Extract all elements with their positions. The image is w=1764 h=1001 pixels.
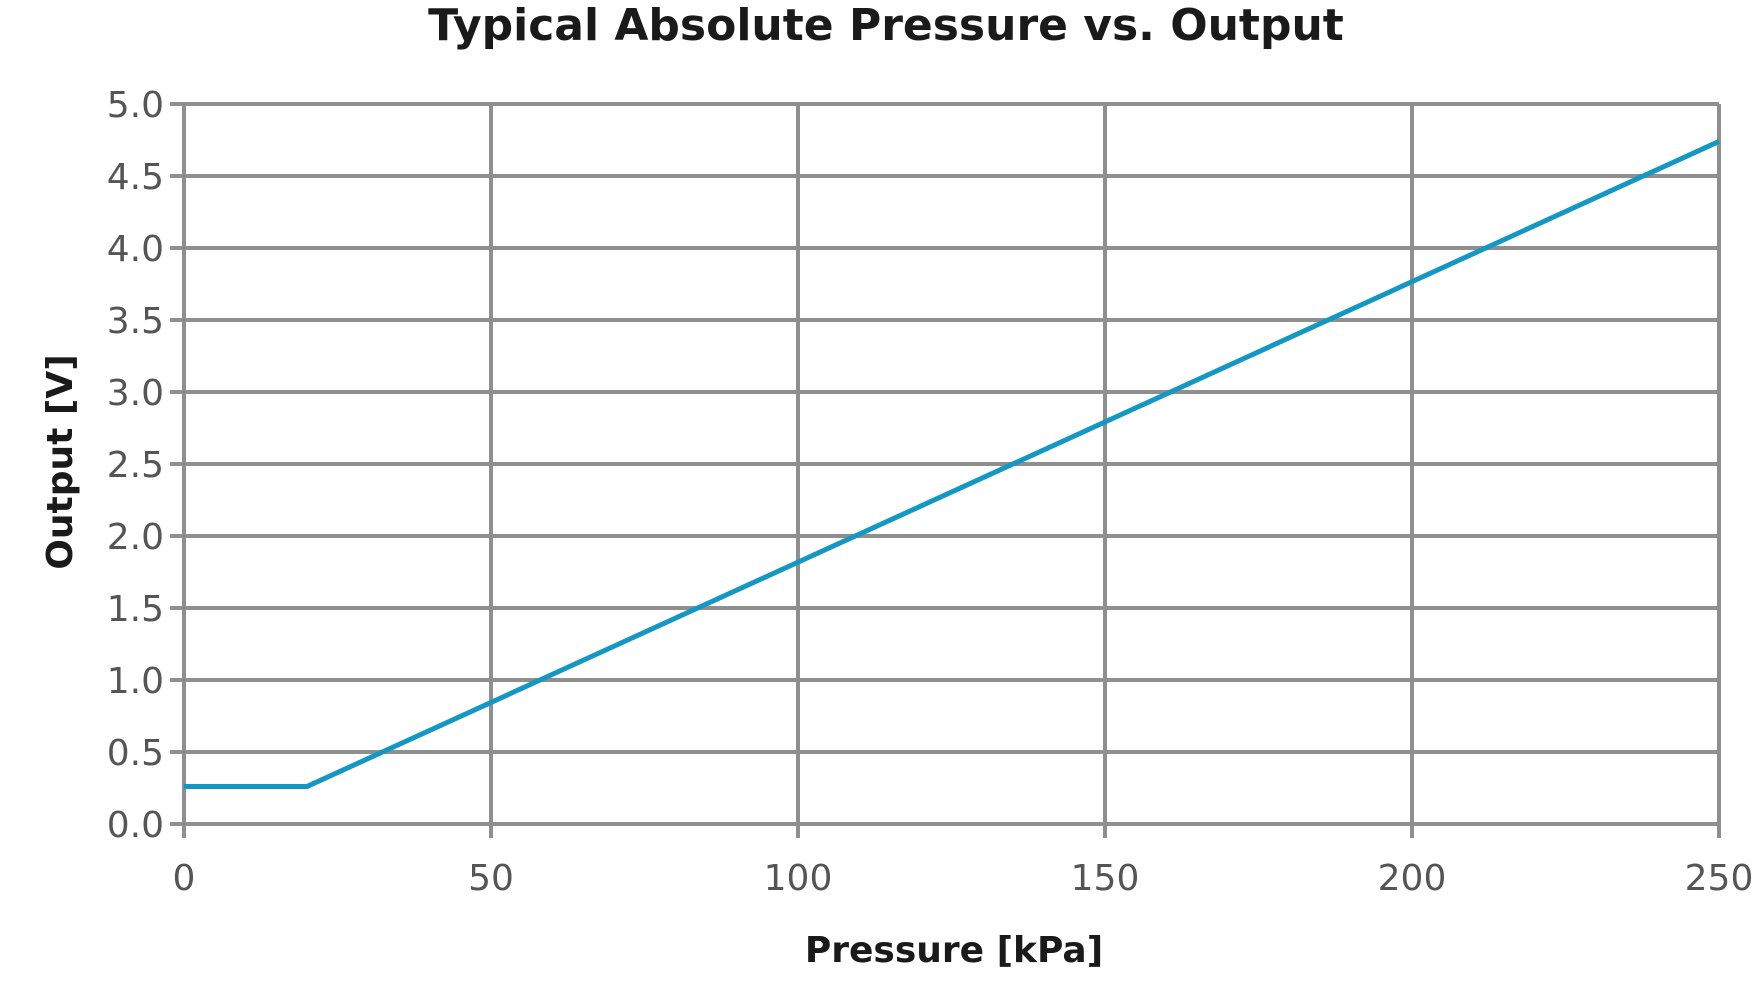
y-tick-label: 0.5 bbox=[107, 733, 164, 774]
y-tick-label: 3.5 bbox=[107, 301, 164, 342]
series-line bbox=[184, 139, 1721, 790]
y-tick-label: 5.0 bbox=[107, 85, 164, 126]
x-axis-title: Pressure [kPa] bbox=[805, 930, 1103, 971]
x-tick-label: 150 bbox=[1071, 858, 1140, 899]
x-tick-label: 250 bbox=[1685, 858, 1754, 899]
y-tick-label: 1.5 bbox=[107, 589, 164, 630]
y-tick-label: 2.0 bbox=[107, 517, 164, 558]
y-axis-title: Output [V] bbox=[40, 354, 81, 569]
y-tick-label: 1.0 bbox=[107, 661, 164, 702]
x-tick-label: 200 bbox=[1378, 858, 1447, 899]
x-tick-label: 50 bbox=[468, 858, 514, 899]
series-layer bbox=[184, 139, 1721, 790]
tick-labels: 0.0 0.5 1.0 1.5 2.0 2.5 3.0 3.5 4.0 4.5 5.0 0 50 100 1… bbox=[107, 85, 1754, 899]
chart-title: Typical Absolute Pressure vs. Output bbox=[428, 0, 1344, 51]
y-tick-label: 3.0 bbox=[107, 373, 164, 414]
x-tick-label: 0 bbox=[173, 858, 196, 899]
y-tick-label: 4.0 bbox=[107, 229, 164, 270]
axes bbox=[170, 102, 1721, 838]
grid bbox=[182, 102, 1721, 826]
y-tick-label: 4.5 bbox=[107, 157, 164, 198]
x-tick-label: 100 bbox=[764, 858, 833, 899]
y-tick-label: 0.0 bbox=[107, 805, 164, 846]
y-tick-label: 2.5 bbox=[107, 445, 164, 486]
